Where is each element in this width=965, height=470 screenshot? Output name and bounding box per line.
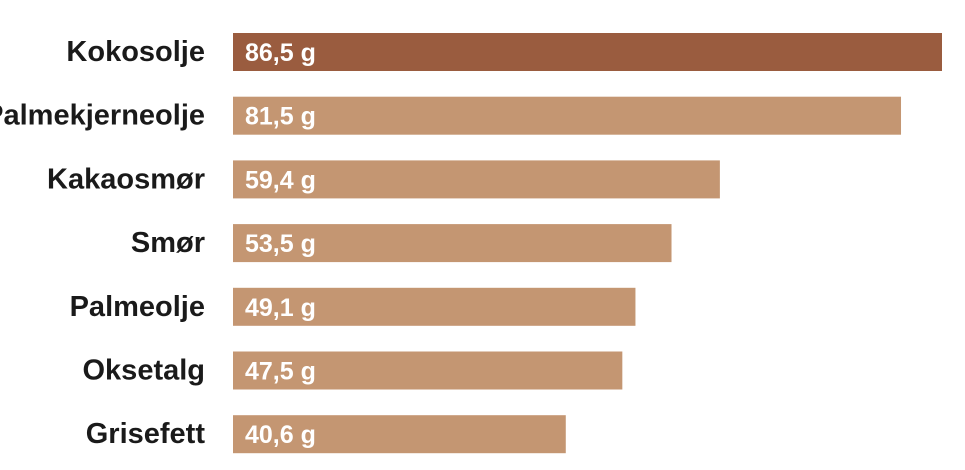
value-label: 40,6 g xyxy=(245,421,316,449)
category-label: Kakaosmør xyxy=(47,163,205,195)
bar xyxy=(233,96,902,135)
bar-row: Kokosolje 86,5 g xyxy=(66,33,942,71)
bar-row: Oksetalg 47,5 g xyxy=(83,351,623,390)
bar xyxy=(233,224,672,263)
bar xyxy=(233,287,636,326)
bar-row: Smør 53,5 g xyxy=(131,224,672,263)
value-label: 81,5 g xyxy=(245,103,316,131)
value-label: 47,5 g xyxy=(245,358,316,386)
category-label: Palmeolje xyxy=(70,291,205,323)
category-label: Palmekjerneolje xyxy=(0,100,205,132)
category-label: Grisefett xyxy=(86,418,206,450)
value-label: 86,5 g xyxy=(245,39,316,67)
value-label: 49,1 g xyxy=(245,294,316,322)
bar-row: Grisefett 40,6 g xyxy=(86,415,566,454)
category-label: Oksetalg xyxy=(83,355,206,387)
value-label: 59,4 g xyxy=(245,166,316,194)
bar xyxy=(233,33,942,71)
bar xyxy=(233,351,623,390)
bar xyxy=(233,415,566,454)
bar-row: Palmeolje 49,1 g xyxy=(70,287,636,326)
bar-row: Kakaosmør 59,4 g xyxy=(47,160,720,199)
bar-row: Palmekjerneolje 81,5 g xyxy=(0,96,902,135)
category-label: Smør xyxy=(131,227,205,259)
value-label: 53,5 g xyxy=(245,230,316,258)
bar xyxy=(233,160,720,199)
category-label: Kokosolje xyxy=(66,36,205,68)
